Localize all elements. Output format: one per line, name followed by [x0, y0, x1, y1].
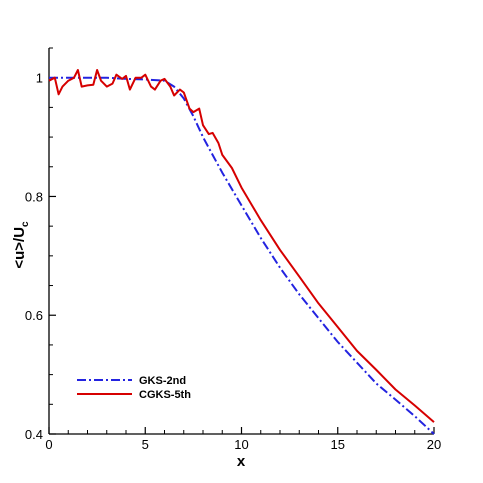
x-tick-label: 0: [45, 437, 52, 452]
x-tick-label: 20: [427, 437, 441, 452]
y-tick-label: 1: [36, 71, 43, 86]
x-tick-label: 10: [234, 437, 248, 452]
x-tick-label: 15: [331, 437, 345, 452]
legend-label: GKS-2nd: [139, 375, 186, 387]
x-axis-title: x: [237, 453, 246, 470]
y-axis-title: <u>/Uc: [11, 221, 31, 269]
axis-ticks: 0 5 10 15 20 0.4 0.6 0.8 1: [25, 47, 441, 452]
legend: GKS-2nd CGKS-5th: [77, 375, 191, 401]
y-axis-title-main: <u>/U: [11, 227, 28, 269]
series-line-cgks-5th: [48, 69, 435, 423]
y-axis-title-subscript: c: [20, 221, 31, 227]
series-lines: [48, 69, 435, 435]
y-tick-label: 0.6: [25, 308, 43, 323]
legend-label: CGKS-5th: [139, 389, 191, 401]
x-tick-label: 5: [142, 437, 149, 452]
plot-frame: [48, 48, 434, 435]
y-tick-label: 0.4: [25, 427, 43, 442]
y-tick-label: 0.8: [25, 189, 43, 204]
